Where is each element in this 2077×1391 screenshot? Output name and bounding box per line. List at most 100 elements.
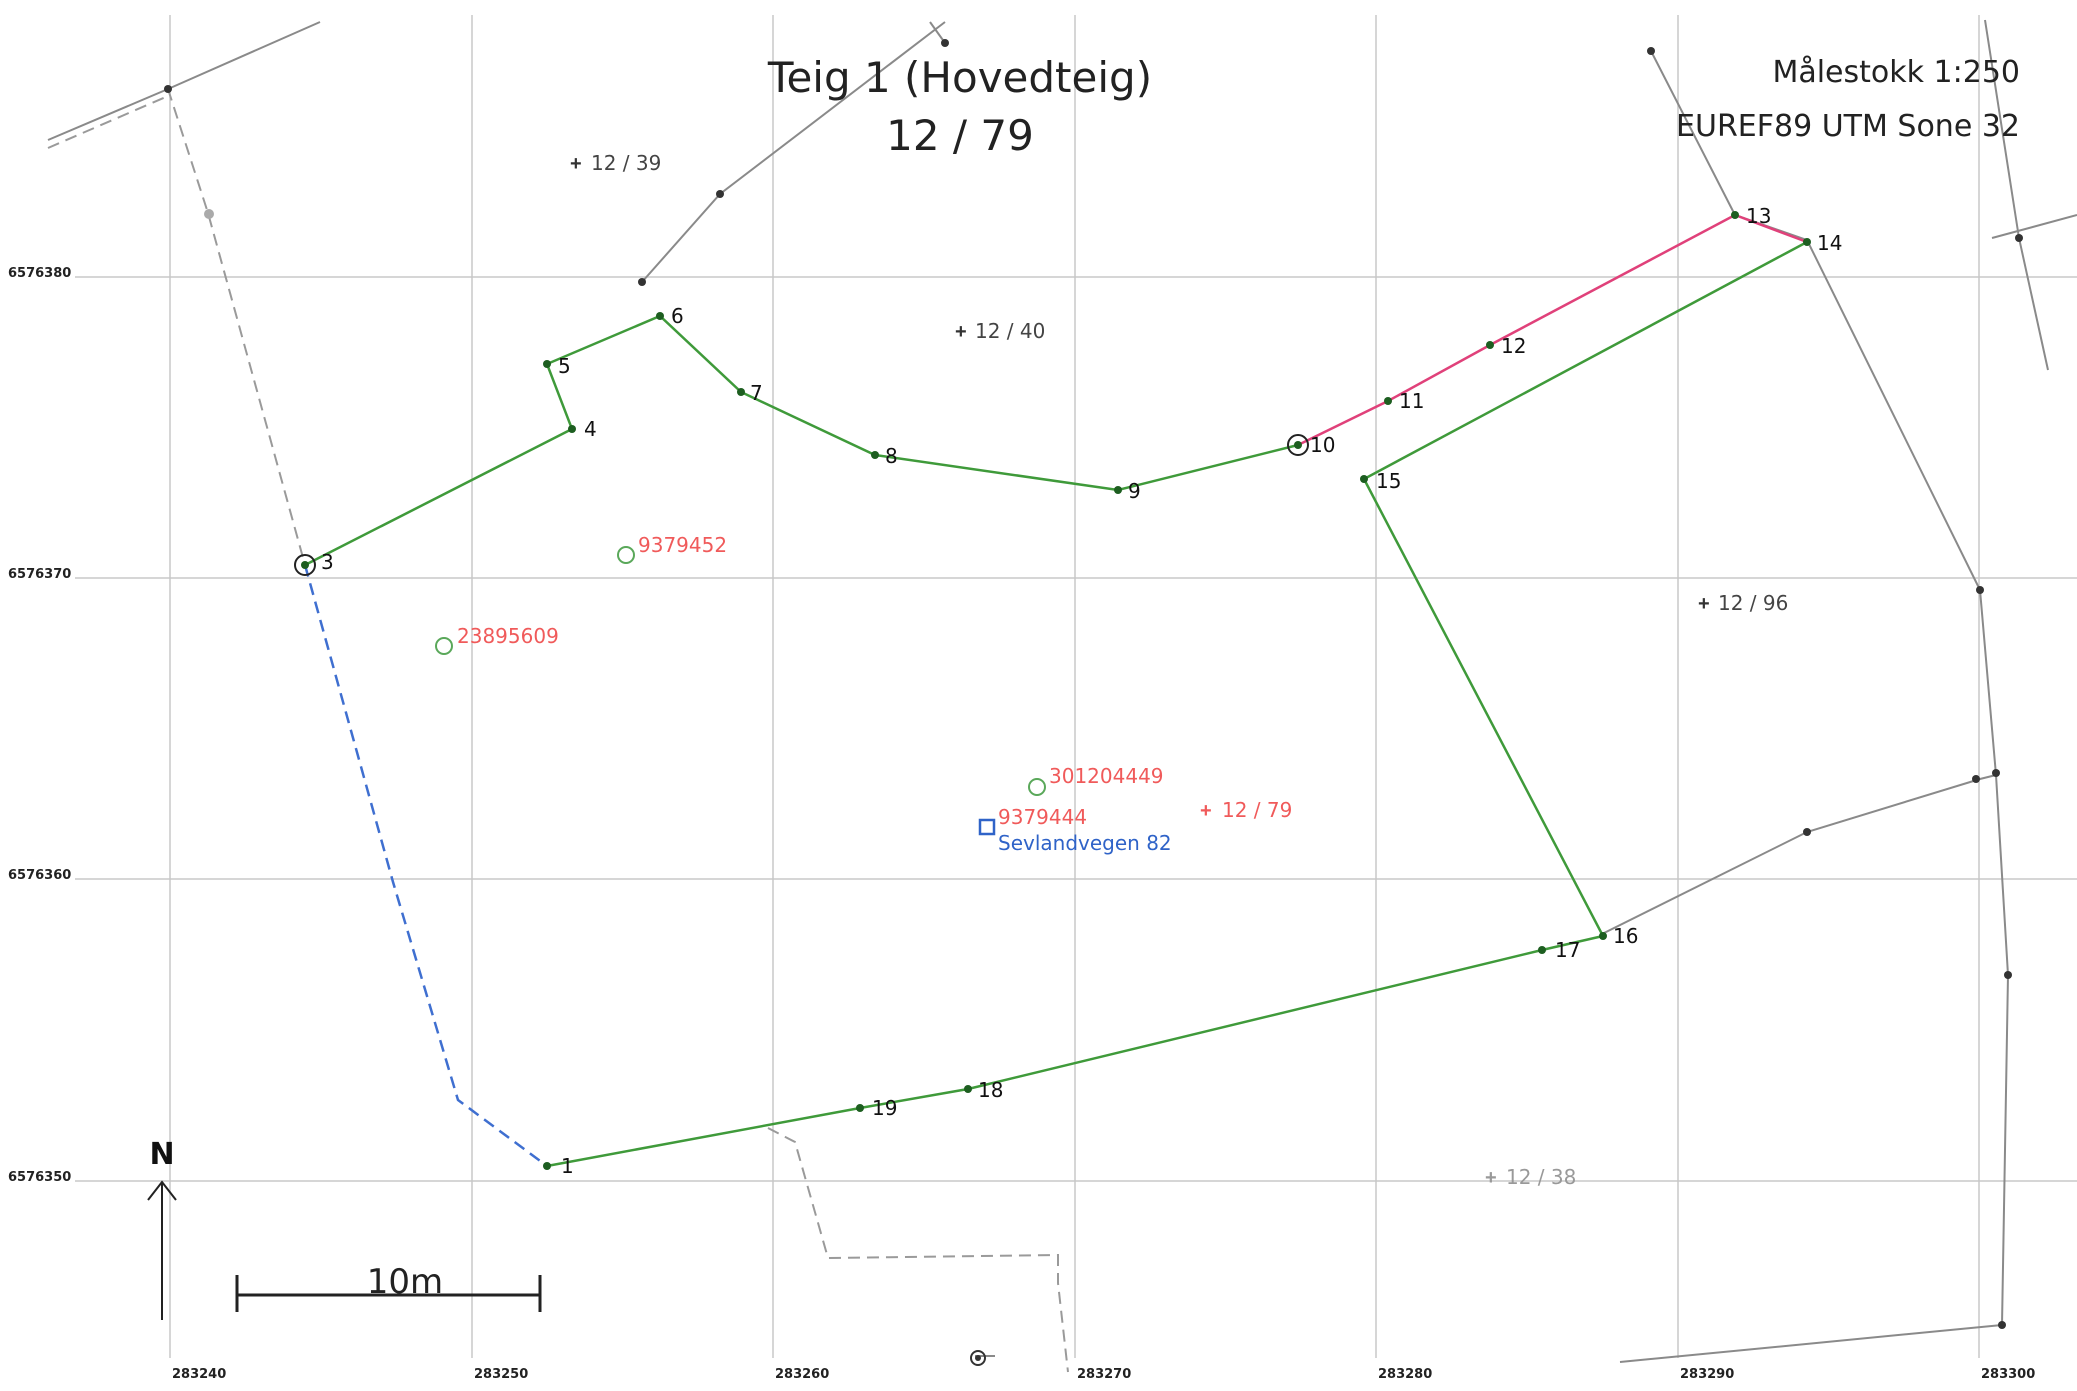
easting-label: 283260 [775, 1367, 829, 1382]
parcel-label-12-96: 12 / 96 [1718, 591, 1788, 615]
vertex-dot [1998, 1321, 2006, 1329]
parcel-label-12-79: 12 / 79 [1222, 798, 1292, 822]
vertex-dot [204, 209, 214, 219]
point-label: 4 [584, 417, 597, 441]
dashed-line [47, 95, 169, 149]
parcel-label-12-38: 12 / 38 [1506, 1165, 1576, 1189]
boundary-point-11 [1384, 397, 1392, 405]
building-id-label: 301204449 [1049, 764, 1164, 788]
neighbor-line [47, 21, 321, 141]
point-label: 10 [1310, 433, 1335, 457]
neighbor-line [929, 21, 946, 44]
parcel-labels: + 12 / 39 + 12 / 40 + 12 / 96 + 12 / 79 … [570, 151, 1788, 1189]
grid [75, 15, 2077, 1358]
boundary-point-6 [656, 312, 664, 320]
neighbor-line [1991, 214, 2077, 239]
vertex-dot [970, 1350, 986, 1366]
neighbor-line [1599, 774, 1997, 936]
dashed-line [167, 88, 306, 566]
point-label: 8 [885, 444, 898, 468]
address-square-icon [978, 818, 996, 836]
northing-label: 6576370 [8, 567, 71, 582]
point-label: 1 [561, 1154, 574, 1178]
boundary-line-green [546, 240, 1808, 1168]
boundary-point-19 [856, 1104, 864, 1112]
neighbor-boundaries [47, 19, 2077, 1363]
point-label: 3 [321, 550, 334, 574]
map-info: Målestokk 1:250 EUREF89 UTM Sone 32 [1676, 55, 2020, 144]
vertex-dot [164, 85, 172, 93]
parcel-label-12-39: 12 / 39 [591, 151, 661, 175]
boundary-point-5 [543, 360, 551, 368]
scale-bar-label: 10m [367, 1262, 443, 1302]
boundary-point-16 [1599, 932, 1607, 940]
boundary-point-17 [1538, 946, 1546, 954]
boundary-point-7 [737, 388, 745, 396]
north-arrow-head-icon [147, 1180, 177, 1201]
building-circle-icon [617, 546, 635, 564]
building-id-label: 9379452 [638, 533, 727, 557]
boundary-point-4 [568, 425, 576, 433]
boundary-point-3 [301, 561, 309, 569]
easting-label: 283300 [1981, 1367, 2035, 1382]
point-label: 14 [1817, 231, 1842, 255]
cross-icon: + [1485, 1167, 1497, 1189]
point-label: 18 [978, 1078, 1003, 1102]
point-label: 9 [1128, 479, 1141, 503]
point-label: 17 [1555, 938, 1580, 962]
neighbor-vertices [164, 39, 2023, 1366]
scale-text: Målestokk 1:250 [1772, 55, 2020, 90]
vertex-dot [2004, 971, 2012, 979]
boundary-point-13 [1731, 211, 1739, 219]
dashed-gray-lines [47, 88, 1069, 1373]
boundary-point-14 [1803, 238, 1811, 246]
point-label: 19 [872, 1096, 897, 1120]
cross-icon: + [1200, 800, 1212, 822]
crs-text: EUREF89 UTM Sone 32 [1676, 109, 2020, 144]
building-id-label: 23895609 [457, 624, 559, 648]
boundary-point-8 [871, 451, 879, 459]
boundary-line-green [304, 314, 1299, 567]
vertex-dot [1972, 775, 1980, 783]
point-label: 12 [1501, 334, 1526, 358]
cross-icon: + [955, 321, 967, 343]
vertex-dot [1976, 586, 1984, 594]
point-label: 5 [558, 354, 571, 378]
point-label: 16 [1613, 924, 1638, 948]
boundary-point-3-ring [294, 554, 316, 576]
dashed-line [767, 1127, 1069, 1373]
parcel-label-12-40: 12 / 40 [975, 319, 1045, 343]
easting-label: 283240 [172, 1367, 226, 1382]
point-label: 7 [750, 381, 763, 405]
boundary-line-blue-dashed [303, 564, 548, 1168]
neighbor-line [1979, 589, 2010, 1326]
easting-label: 283250 [474, 1367, 528, 1382]
boundary-vertices [294, 211, 1811, 1170]
building-circle-icon [1028, 778, 1046, 796]
vertex-dot [1992, 769, 2000, 777]
vertex-dot [975, 1355, 981, 1361]
address-label: Sevlandvegen 82 [998, 831, 1172, 855]
building-id-label: 9379444 [998, 805, 1087, 829]
vertex-dot [716, 190, 724, 198]
northing-label: 6576380 [8, 266, 71, 281]
title-block: Teig 1 (Hovedteig) 12 / 79 [767, 53, 1152, 160]
vertex-dot [1647, 47, 1655, 55]
point-label: 13 [1746, 204, 1771, 228]
boundary-point-10 [1294, 441, 1302, 449]
grid-labels: 6576380 6576370 6576360 6576350 283240 2… [8, 266, 2035, 1382]
vertex-dot [941, 39, 949, 47]
north-arrow: N [147, 1137, 177, 1320]
easting-label: 283290 [1680, 1367, 1734, 1382]
northing-label: 6576360 [8, 868, 71, 883]
boundary-point-9 [1114, 486, 1122, 494]
neighbor-line [1619, 1324, 2003, 1363]
scale-bar: 10m [235, 1262, 542, 1312]
boundary-point-1 [543, 1162, 551, 1170]
building-markers: 9379452 23895609 301204449 9379444 Sevla… [435, 533, 1172, 855]
easting-label: 283270 [1077, 1367, 1131, 1382]
building-circle-icon [435, 637, 453, 655]
boundary-point-12 [1486, 341, 1494, 349]
boundary-point-15 [1360, 475, 1368, 483]
vertex-dot [1803, 828, 1811, 836]
